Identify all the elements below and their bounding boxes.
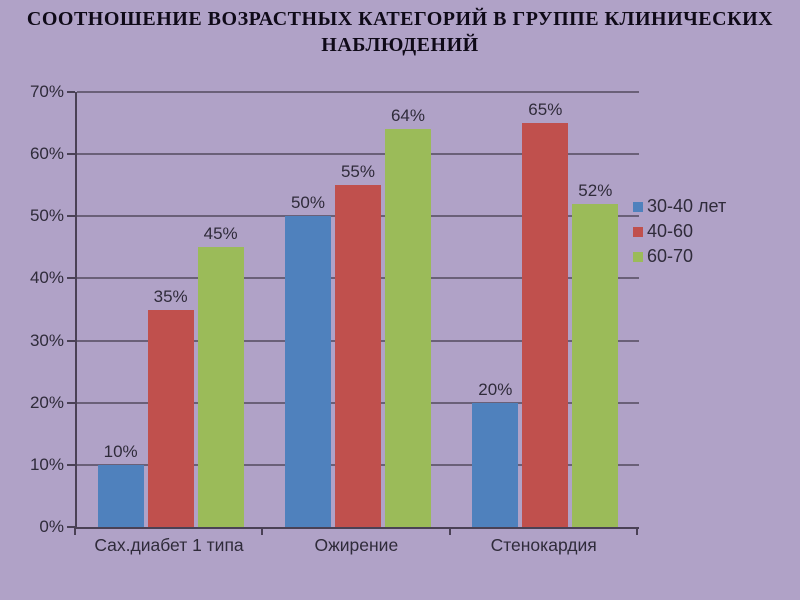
gridline bbox=[77, 153, 639, 156]
bar-value-label: 64% bbox=[390, 106, 425, 126]
x-tick-mark bbox=[636, 527, 638, 535]
y-tick-label: 30% bbox=[29, 330, 64, 350]
bar: 10% bbox=[97, 442, 144, 527]
bar-value-label: 10% bbox=[103, 441, 138, 461]
legend-swatch bbox=[633, 226, 643, 237]
y-tick-mark bbox=[67, 215, 75, 218]
bar-value-label: 50% bbox=[290, 193, 325, 213]
bar-value-label: 52% bbox=[578, 180, 613, 200]
bar: 65% bbox=[522, 100, 569, 527]
legend-item: 40-60 bbox=[633, 219, 726, 244]
bar: 45% bbox=[197, 224, 244, 527]
bar-group: 50% 55% 64% bbox=[264, 92, 451, 527]
y-tick-label: 10% bbox=[29, 454, 64, 474]
y-tick-mark bbox=[67, 339, 75, 342]
y-tick-label: 50% bbox=[29, 206, 64, 226]
y-tick-label: 0% bbox=[39, 517, 64, 536]
bar-value-label: 45% bbox=[203, 224, 238, 244]
bar-value-label: 65% bbox=[528, 100, 563, 120]
y-tick-label: 40% bbox=[29, 268, 64, 288]
bar-group: 20% 65% 52% bbox=[452, 92, 639, 527]
legend-label: 30-40 лет bbox=[647, 196, 727, 216]
y-tick-label: 60% bbox=[29, 144, 64, 164]
bar-value-label: 35% bbox=[153, 286, 188, 306]
legend-label: 40-60 bbox=[647, 221, 694, 241]
bar: 35% bbox=[147, 287, 194, 527]
gridline bbox=[77, 91, 639, 93]
y-tick-label: 70% bbox=[29, 82, 64, 101]
plot-area: 10% 35% 45% 50% 55% 64% 20% 65% 52% bbox=[75, 91, 639, 529]
x-category-label: Ожирение bbox=[314, 535, 399, 555]
x-category-label: Стенокардия bbox=[490, 535, 597, 555]
bar: 52% bbox=[572, 181, 619, 527]
y-tick-mark bbox=[67, 91, 75, 93]
y-tick-mark bbox=[67, 401, 75, 404]
y-tick-mark bbox=[67, 277, 75, 280]
x-tick-mark bbox=[261, 527, 264, 535]
y-tick-mark bbox=[67, 463, 75, 466]
x-category-label: Сах.диабет 1 типа bbox=[94, 535, 244, 555]
bar: 50% bbox=[284, 193, 331, 527]
y-tick-mark bbox=[67, 153, 75, 156]
legend: 30-40 лет 40-60 60-70 bbox=[633, 194, 726, 269]
x-tick-mark bbox=[74, 527, 76, 535]
bar: 55% bbox=[334, 162, 381, 527]
bar-value-label: 55% bbox=[340, 162, 375, 182]
legend-label: 60-70 bbox=[647, 246, 694, 266]
legend-item: 60-70 bbox=[633, 244, 726, 269]
bar: 64% bbox=[384, 106, 431, 527]
legend-item: 30-40 лет bbox=[633, 194, 726, 219]
y-tick-mark bbox=[67, 526, 75, 528]
x-tick-mark bbox=[448, 527, 451, 535]
y-tick-label: 20% bbox=[29, 392, 64, 412]
legend-swatch bbox=[633, 201, 643, 212]
bar-value-label: 20% bbox=[478, 379, 513, 399]
legend-swatch bbox=[633, 251, 643, 262]
chart-title: СООТНОШЕНИЕ ВОЗРАСТНЫХ КАТЕГОРИЙ В ГРУПП… bbox=[26, 8, 774, 56]
bar-group: 10% 35% 45% bbox=[77, 92, 264, 527]
bar: 20% bbox=[472, 380, 519, 527]
